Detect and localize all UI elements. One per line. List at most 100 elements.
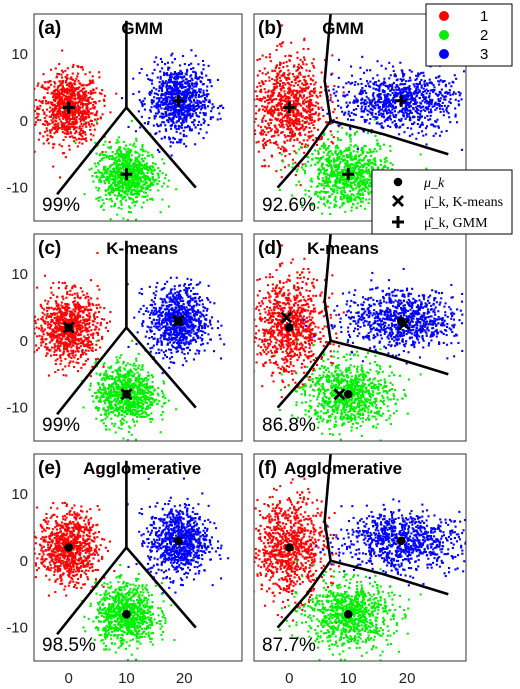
data-point: [324, 144, 327, 147]
data-point: [60, 124, 63, 127]
data-point: [121, 187, 124, 190]
data-point: [469, 72, 471, 74]
data-point: [128, 163, 131, 166]
data-point: [188, 125, 191, 128]
data-point: [153, 96, 156, 99]
data-point: [434, 101, 437, 104]
data-point: [369, 154, 372, 157]
data-point: [49, 115, 52, 118]
data-point: [349, 190, 352, 193]
data-point: [117, 153, 120, 156]
data-point: [54, 90, 57, 93]
data-point: [276, 129, 279, 132]
data-point: [119, 155, 122, 158]
data-point: [75, 129, 78, 132]
data-point: [151, 165, 154, 168]
data-point: [330, 133, 333, 136]
data-point: [269, 129, 272, 132]
data-point: [344, 194, 347, 197]
data-point: [90, 120, 93, 123]
data-point: [165, 84, 168, 87]
data-point: [63, 152, 66, 155]
data-point: [406, 115, 409, 118]
data-point: [175, 121, 178, 124]
data-point: [120, 152, 123, 155]
data-point: [454, 115, 457, 118]
data-point: [156, 63, 159, 66]
data-point: [190, 68, 193, 71]
data-point: [65, 132, 68, 135]
data-point: [328, 177, 331, 180]
data-point: [301, 60, 304, 63]
data-point: [382, 143, 385, 146]
data-point: [57, 101, 60, 104]
data-point: [157, 111, 160, 114]
data-point: [43, 123, 46, 126]
data-point: [379, 108, 382, 111]
data-point: [399, 61, 402, 64]
data-point: [119, 164, 122, 167]
data-point: [81, 95, 84, 98]
data-point: [367, 193, 370, 196]
data-point: [117, 163, 120, 166]
data-point: [354, 81, 357, 84]
gmm-mean-marker-1: [62, 101, 75, 114]
data-point: [291, 158, 294, 161]
data-point: [291, 135, 294, 138]
data-point: [439, 110, 442, 113]
data-point: [179, 85, 182, 88]
data-point: [94, 171, 97, 174]
data-point: [437, 76, 440, 79]
data-point: [439, 79, 442, 82]
data-point: [182, 112, 185, 115]
data-point: [195, 108, 198, 111]
data-point: [207, 93, 210, 96]
boundary-line-3: [125, 106, 197, 189]
data-point: [385, 96, 388, 99]
data-point: [332, 164, 335, 167]
data-point: [299, 93, 302, 96]
data-point: [303, 37, 306, 40]
data-point: [142, 201, 145, 204]
data-point: [173, 58, 176, 61]
data-point: [178, 116, 181, 119]
data-point: [154, 112, 157, 115]
data-point: [187, 84, 190, 87]
data-point: [67, 132, 70, 135]
data-point: [70, 84, 73, 87]
data-point: [105, 168, 108, 171]
data-point: [103, 154, 106, 157]
data-point: [285, 96, 288, 99]
data-point: [98, 171, 101, 174]
data-point: [30, 127, 32, 129]
data-point: [41, 123, 44, 126]
data-point: [101, 89, 104, 92]
data-point: [118, 159, 121, 162]
data-point: [409, 117, 412, 120]
data-point: [402, 102, 405, 105]
data-point: [322, 155, 325, 158]
data-point: [72, 63, 75, 66]
data-point: [437, 126, 440, 129]
data-point: [96, 122, 99, 125]
data-point: [184, 86, 187, 89]
data-point: [307, 47, 310, 50]
data-point: [359, 174, 362, 177]
data-point: [296, 51, 299, 54]
data-point: [51, 113, 54, 116]
data-point: [303, 39, 306, 42]
data-point: [295, 69, 298, 72]
data-point: [60, 76, 63, 79]
data-point: [130, 181, 133, 184]
data-point: [128, 183, 131, 186]
data-point: [361, 91, 364, 94]
data-point: [50, 119, 53, 122]
data-point: [101, 153, 104, 156]
data-point: [92, 101, 95, 104]
data-point: [279, 69, 282, 72]
data-point: [81, 132, 84, 135]
data-point: [363, 118, 366, 121]
data-point: [201, 83, 204, 86]
data-point: [349, 181, 352, 184]
data-point: [114, 183, 117, 186]
